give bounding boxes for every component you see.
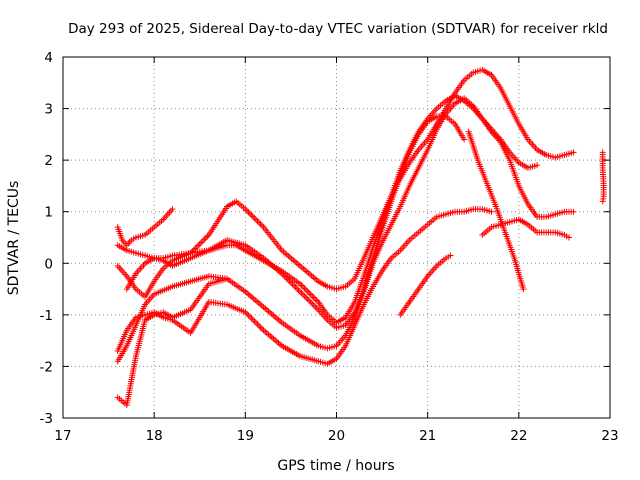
x-tick-label: 20	[328, 428, 345, 444]
series-track-f	[114, 206, 176, 249]
series-track-i	[479, 216, 572, 241]
series-track-b	[114, 66, 577, 300]
y-tick-label: -3	[40, 411, 53, 427]
x-tick-label: 23	[601, 428, 618, 444]
x-tick-label: 18	[146, 428, 163, 444]
series-track-h	[397, 252, 454, 318]
y-tick-label: -2	[40, 359, 53, 375]
y-tick-label: 3	[44, 102, 53, 118]
x-tick-label: 21	[419, 428, 436, 444]
series-track-d	[114, 95, 577, 409]
x-tick-label: 17	[54, 428, 71, 444]
x-axis-label: GPS time / hours	[277, 458, 394, 474]
y-tick-label: 4	[44, 50, 53, 66]
x-tick-label: 22	[510, 428, 527, 444]
y-tick-label: -1	[40, 308, 53, 324]
series-track-e	[114, 206, 495, 367]
y-tick-label: 1	[44, 205, 53, 221]
series-track-k	[599, 149, 607, 205]
chart-title: Day 293 of 2025, Sidereal Day-to-day VTE…	[68, 21, 608, 37]
y-tick-label: 0	[44, 256, 53, 272]
y-axis-label: SDTVAR / TECUs	[6, 181, 22, 296]
series-track-c	[123, 113, 468, 331]
series-track-g	[114, 273, 231, 365]
x-tick-label: 19	[237, 428, 254, 444]
y-tick-label: 2	[44, 153, 53, 169]
data-series	[114, 66, 607, 409]
plot-frame	[62, 56, 611, 419]
series-track-j	[465, 128, 527, 293]
